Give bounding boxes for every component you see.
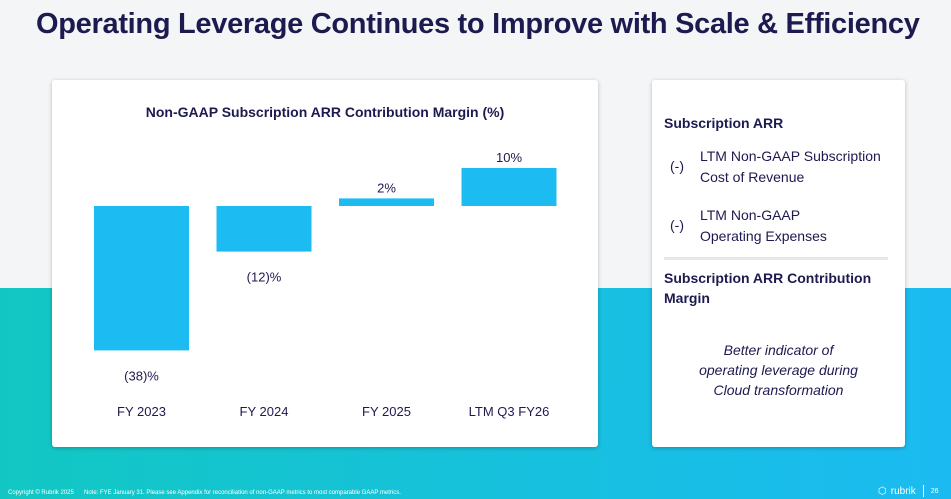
item-line: LTM Non-GAAP Subscription (700, 148, 881, 164)
definition-panel: Subscription ARR (-) LTM Non-GAAP Subscr… (652, 80, 905, 447)
panel-result: Subscription ARR Contribution Margin (664, 268, 871, 308)
chart-card: Non-GAAP Subscription ARR Contribution M… (52, 80, 598, 447)
note-line: Better indicator of (723, 342, 834, 358)
panel-heading: Subscription ARR (664, 115, 784, 131)
data-label: (38)% (124, 368, 159, 383)
note-line: operating leverage during (699, 362, 858, 378)
note-line: Cloud transformation (713, 382, 844, 398)
separator (922, 485, 924, 497)
page-number: 26 (930, 487, 939, 495)
bar-fy-2025 (339, 198, 434, 206)
category-label: FY 2023 (117, 404, 166, 419)
data-label: (12)% (247, 270, 282, 285)
minus-sign: (-) (670, 217, 684, 233)
bar-fy-2023 (94, 206, 189, 351)
item-line: Operating Expenses (700, 228, 827, 244)
result-line: Margin (664, 290, 710, 306)
rubrik-logo-icon: ⬡ (878, 485, 887, 497)
bar-fy-2024 (216, 206, 312, 252)
result-line: Subscription ARR Contribution (664, 270, 872, 286)
divider (664, 257, 888, 260)
chart-title: Non-GAAP Subscription ARR Contribution M… (145, 104, 505, 120)
data-label: 2% (377, 180, 396, 195)
data-label: 10% (496, 150, 522, 165)
panel-item-opex: (-) LTM Non-GAAP Operating Expenses (670, 205, 827, 247)
logo-text: rubrik (890, 485, 916, 497)
category-label: LTM Q3 FY26 (469, 404, 550, 419)
panel-note: Better indicator of operating leverage d… (652, 340, 905, 400)
page-title: Operating Leverage Continues to Improve … (36, 8, 920, 40)
rubrik-logo: ⬡ rubrik 26 (878, 485, 939, 497)
bar-ltm-q3-fy26 (461, 168, 557, 206)
footnote: Note: FYE January 31. Please see Appendi… (84, 490, 401, 496)
item-line: LTM Non-GAAP (700, 207, 801, 223)
panel-item-cost: (-) LTM Non-GAAP Subscription Cost of Rev… (670, 146, 881, 188)
item-line: Cost of Revenue (700, 169, 805, 185)
minus-sign: (-) (670, 158, 684, 174)
category-label: FY 2025 (362, 404, 411, 419)
bar-chart: (38)% FY 2023 (12)% FY 2024 2% FY 2025 10% LTM … (94, 150, 557, 419)
category-label: FY 2024 (240, 404, 289, 419)
copyright: Copyright © Rubrik 2025 (8, 490, 74, 496)
